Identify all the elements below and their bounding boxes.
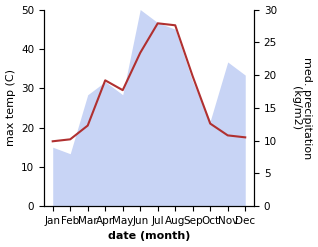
- Y-axis label: med. precipitation
(kg/m2): med. precipitation (kg/m2): [291, 57, 313, 159]
- X-axis label: date (month): date (month): [108, 231, 190, 242]
- Y-axis label: max temp (C): max temp (C): [5, 69, 16, 146]
